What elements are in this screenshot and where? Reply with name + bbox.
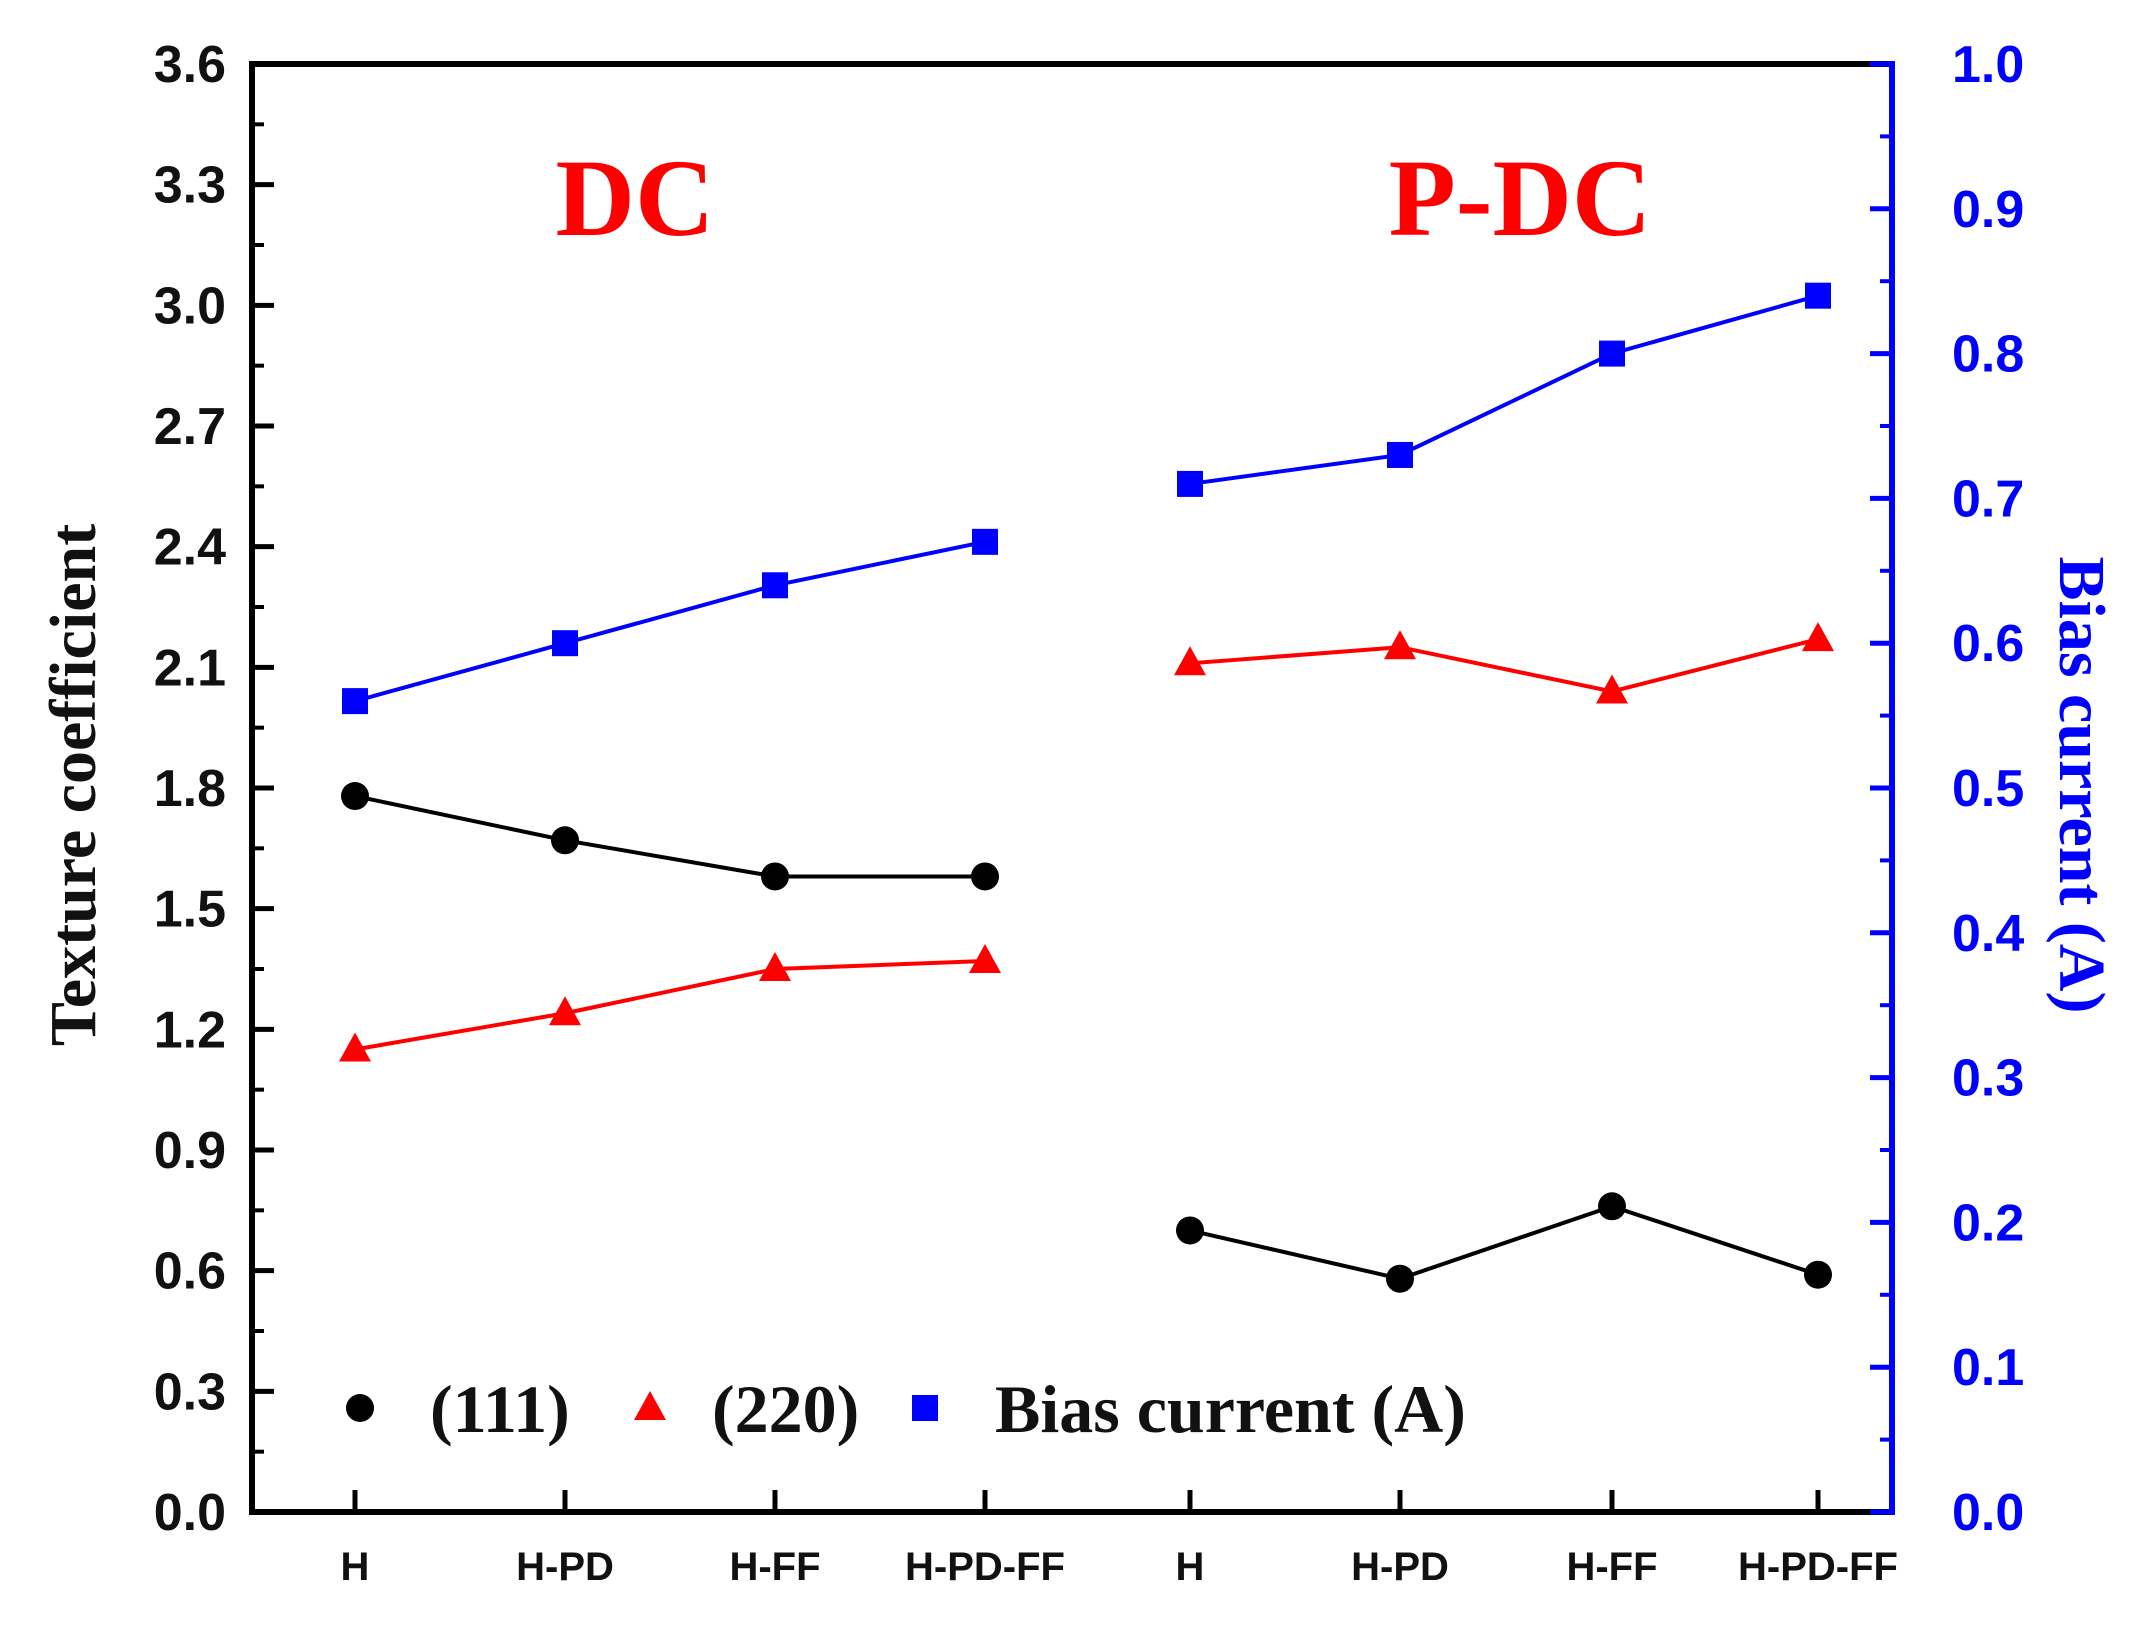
y-left-tick-label: 3.3 xyxy=(154,157,226,215)
data-point-220 xyxy=(1384,630,1416,660)
y-right-tick-label: 0.1 xyxy=(1952,1339,2024,1397)
data-point-111 xyxy=(761,862,789,891)
data-point-bias-current-a xyxy=(1387,441,1413,468)
data-point-111 xyxy=(341,782,369,811)
y-left-tick-label: 2.7 xyxy=(154,398,226,456)
category-labels: H H-PD H-FF H-PD-FF H H-PD H-FF H-PD-FF xyxy=(341,1545,1898,1589)
group-labels: DC P-DC xyxy=(556,137,1652,259)
y-left-tick-label: 3.0 xyxy=(154,277,226,335)
y-left-tick-label: 1.5 xyxy=(154,881,226,939)
series-line-bias-current-a xyxy=(354,539,986,704)
y-left-tick-label: 2.1 xyxy=(154,639,226,697)
series-line-111 xyxy=(354,794,985,879)
data-point-bias-current-a xyxy=(762,572,788,599)
y-right-tick-label: 0.3 xyxy=(1952,1050,2024,1108)
data-point-111 xyxy=(551,826,579,855)
x-category-label: H-PD xyxy=(1351,1545,1449,1589)
y-right-tick-label: 0.2 xyxy=(1952,1194,2024,1252)
x-category-label: H xyxy=(1176,1545,1205,1589)
y-right-tick-label: 0.8 xyxy=(1952,326,2024,384)
x-category-label: H xyxy=(341,1545,370,1589)
y-right-tick-label: 0.5 xyxy=(1952,760,2024,818)
x-category-label: H-FF xyxy=(729,1545,820,1589)
data-point-bias-current-a xyxy=(1805,282,1831,309)
data-point-111 xyxy=(1804,1260,1832,1289)
y-left-tick-label: 0.0 xyxy=(154,1484,226,1542)
data-point-111 xyxy=(1598,1192,1626,1221)
y-right-tick-label: 0.6 xyxy=(1952,615,2024,673)
data-point-111 xyxy=(1176,1216,1204,1245)
data-point-220 xyxy=(1802,622,1834,652)
legend-label: Bias current (A) xyxy=(995,1371,1466,1447)
legend-label: (220) xyxy=(712,1371,859,1447)
data-point-bias-current-a xyxy=(1177,470,1203,497)
y-right-tick-label: 0.0 xyxy=(1952,1484,2024,1542)
data-point-220 xyxy=(759,952,791,981)
y-left-tick-label: 1.8 xyxy=(154,760,226,818)
x-category-label: H-PD xyxy=(516,1545,614,1589)
y-left-tick-label: 3.6 xyxy=(154,36,226,94)
x-category-label: H-PD-FF xyxy=(905,1545,1065,1589)
series-line-bias-current-a xyxy=(1189,293,1819,486)
series-line-220 xyxy=(1189,637,1819,694)
y-right-tick-label: 1.0 xyxy=(1952,36,2024,94)
data-point-220 xyxy=(1174,646,1206,676)
data-point-220 xyxy=(1596,674,1628,704)
legend-label: (111) xyxy=(430,1371,570,1447)
data-point-220 xyxy=(549,996,581,1026)
y-axis-right-title: Bias current (A) xyxy=(2045,556,2118,1013)
legend-marker xyxy=(634,1391,666,1420)
data-point-220 xyxy=(339,1032,371,1062)
data-point-bias-current-a xyxy=(972,528,998,555)
axes xyxy=(249,61,1895,1515)
group-label: DC xyxy=(556,137,715,259)
data-point-bias-current-a xyxy=(342,688,368,715)
y-right-tick-label: 0.9 xyxy=(1952,181,2024,239)
series-layer xyxy=(339,282,1834,1293)
legend: (111) (220) Bias current (A) xyxy=(346,1371,1466,1447)
series-line-111 xyxy=(1189,1204,1819,1281)
data-point-220 xyxy=(969,943,1001,973)
data-point-bias-current-a xyxy=(1599,340,1625,367)
y-left-tick-label: 0.6 xyxy=(154,1243,226,1301)
y-left-tick-label: 0.3 xyxy=(154,1363,226,1421)
series-line-220 xyxy=(354,958,986,1052)
y-left-tick-label: 1.2 xyxy=(154,1001,226,1059)
group-label: P-DC xyxy=(1389,137,1652,259)
x-category-label: H-FF xyxy=(1566,1545,1657,1589)
y-left-tick-label: 2.4 xyxy=(154,519,226,577)
data-point-111 xyxy=(971,862,999,891)
legend-marker xyxy=(346,1394,374,1422)
x-category-label: H-PD-FF xyxy=(1738,1545,1898,1589)
data-point-bias-current-a xyxy=(552,630,578,657)
y-right-tick-label: 0.7 xyxy=(1952,470,2024,528)
data-point-111 xyxy=(1386,1264,1414,1293)
legend-marker xyxy=(912,1395,938,1421)
y-axis-left-title: Texture coefficient xyxy=(37,524,110,1046)
ticks: 0.0 0.3 0.6 0.9 1.2 1.5 1.8 2.1 2.4 2.7 3.0 3.3 3.6 0… xyxy=(154,36,2025,1542)
y-left-tick-label: 0.9 xyxy=(154,1122,226,1180)
y-right-tick-label: 0.4 xyxy=(1952,905,2024,963)
